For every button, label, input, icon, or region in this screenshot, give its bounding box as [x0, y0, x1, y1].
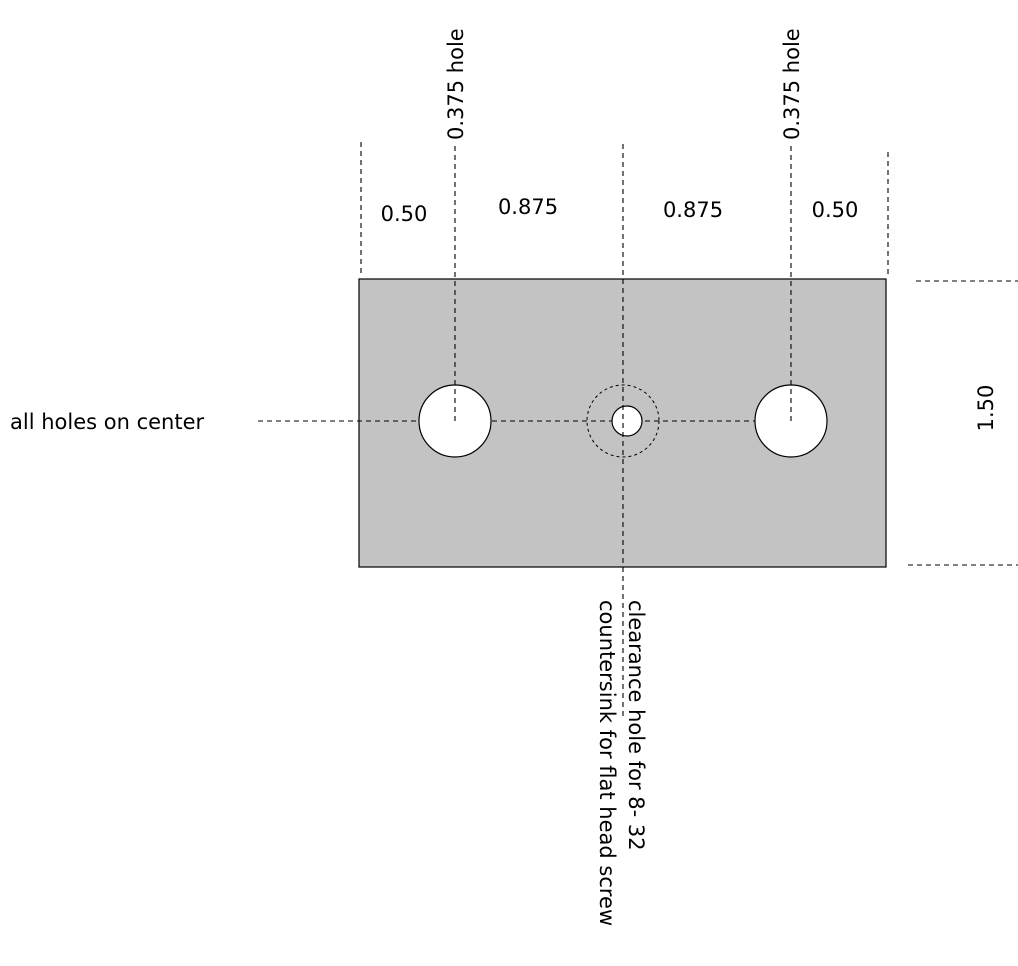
- clearance-hole-label: clearance hole for 8- 32: [624, 600, 648, 851]
- countersink-outline: [586, 384, 660, 458]
- countersink-label: countersink for flat head screw: [595, 600, 619, 926]
- dim-edge-left: 0.50: [381, 202, 428, 226]
- dim-height: 1.50: [974, 385, 998, 432]
- dim-span-right: 0.875: [663, 198, 723, 222]
- dim-span-left: 0.875: [498, 195, 558, 219]
- clearance-hole: [611, 405, 643, 437]
- center-note: all holes on center: [10, 410, 205, 434]
- left-hole-label: 0.375 hole: [444, 28, 468, 140]
- right-hole-label: 0.375 hole: [780, 28, 804, 140]
- dim-edge-right: 0.50: [812, 198, 859, 222]
